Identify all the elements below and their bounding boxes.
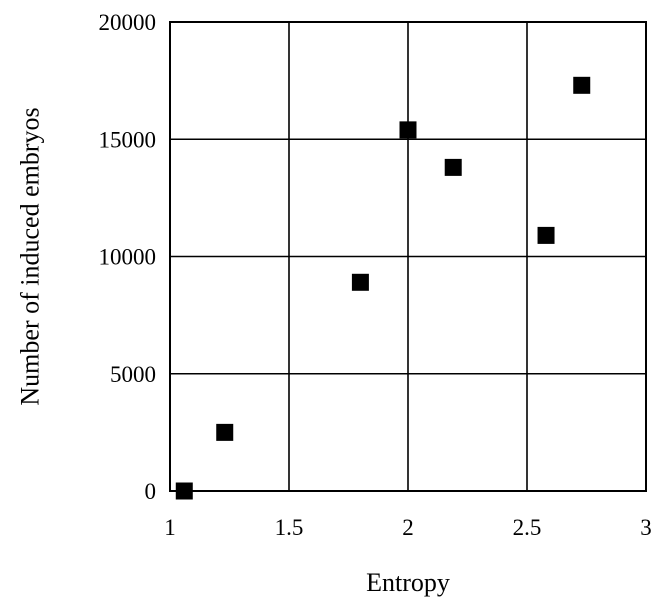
plot-area-frame — [169, 21, 647, 492]
y-tick-label: 0 — [145, 479, 157, 504]
x-axis-title: Entropy — [366, 568, 450, 597]
data-points — [175, 76, 591, 500]
x-tick-label: 2 — [402, 515, 414, 540]
x-tick-label: 2.5 — [513, 515, 542, 540]
y-axis-title: Number of induced embryos — [16, 107, 45, 405]
data-point-marker — [537, 226, 555, 244]
y-tick-label: 15000 — [99, 127, 157, 152]
data-point-marker — [573, 76, 591, 94]
y-tick-label: 10000 — [99, 245, 157, 270]
data-point-marker — [351, 273, 369, 291]
x-axis-ticks: 1 1.5 2 2.5 3 — [164, 515, 652, 540]
data-point-marker — [399, 121, 417, 139]
y-tick-label: 20000 — [99, 10, 157, 35]
y-tick-label: 5000 — [110, 362, 156, 387]
x-tick-label: 1 — [164, 515, 176, 540]
x-tick-label: 1.5 — [275, 515, 304, 540]
data-point-marker — [175, 482, 193, 500]
y-axis-ticks: 0 5000 10000 15000 20000 — [99, 10, 157, 504]
data-point-marker — [444, 158, 462, 176]
data-point-marker — [216, 423, 234, 441]
x-tick-label: 3 — [640, 515, 652, 540]
